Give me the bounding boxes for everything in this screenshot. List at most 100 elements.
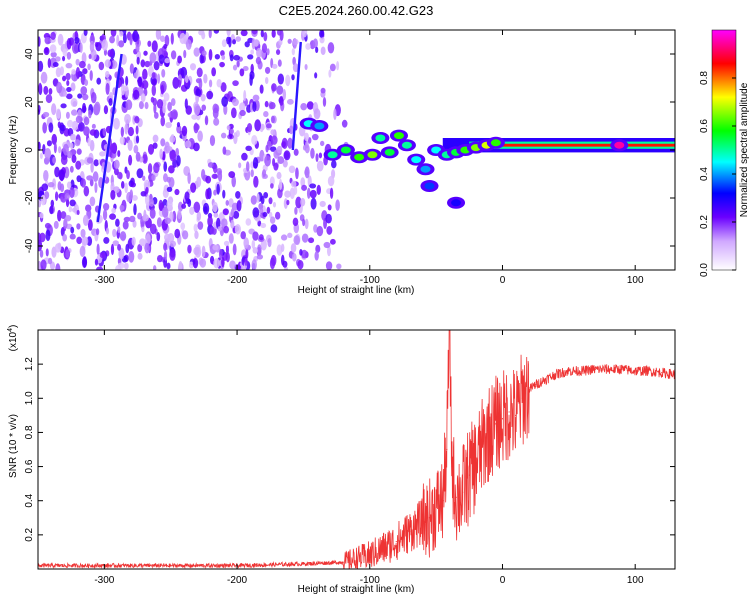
noise-speckle <box>89 129 97 136</box>
colorbar-tick-label: 0.4 <box>699 167 710 181</box>
snr-series-line <box>38 330 675 569</box>
snr-data-point <box>435 506 437 509</box>
noise-speckle <box>254 119 261 132</box>
noise-speckle <box>122 220 129 230</box>
noise-speckle <box>87 219 93 231</box>
noise-speckle <box>135 151 141 162</box>
spectral-blob <box>490 139 501 147</box>
snr-data-point <box>554 373 557 375</box>
noise-speckle <box>159 35 166 43</box>
spectrogram-plot-area <box>38 30 675 270</box>
carrier-line-core <box>502 143 675 147</box>
noise-speckle <box>226 125 231 131</box>
noise-speckle <box>244 257 248 266</box>
noise-speckle <box>113 159 120 170</box>
spectral-blob <box>393 132 404 140</box>
colorbar-tick-label: 0.2 <box>699 215 710 229</box>
noise-speckle <box>176 155 181 167</box>
noise-speckle <box>124 113 131 125</box>
noise-speckle <box>251 259 257 270</box>
snr-data-point <box>634 370 636 372</box>
snr-data-point <box>446 448 448 451</box>
y-tick-label: -40 <box>24 238 35 253</box>
colorbar-label: Normalized spectral amplitude <box>739 82 750 217</box>
noise-speckle <box>201 31 206 40</box>
snr-data-point <box>475 462 477 464</box>
spectral-blob <box>327 151 338 159</box>
noise-speckle <box>83 185 90 197</box>
noise-speckle <box>66 93 73 100</box>
noise-speckle <box>290 243 297 253</box>
noise-speckle <box>305 43 311 50</box>
noise-speckle <box>160 116 166 127</box>
noise-speckle <box>132 89 140 100</box>
noise-speckle <box>63 91 68 97</box>
noise-speckle <box>151 84 157 97</box>
noise-speckle <box>222 208 229 216</box>
noise-speckle <box>42 111 50 118</box>
noise-speckle <box>54 166 60 178</box>
noise-speckle <box>136 56 140 65</box>
noise-speckle <box>256 47 262 58</box>
noise-speckle <box>64 214 72 222</box>
noise-speckle <box>216 183 220 195</box>
noise-speckle <box>304 166 310 179</box>
noise-speckle <box>49 206 54 215</box>
noise-speckle <box>89 196 96 207</box>
noise-speckle <box>119 30 124 37</box>
noise-speckle <box>232 39 237 45</box>
noise-speckle <box>216 79 222 88</box>
noise-speckle <box>276 145 283 154</box>
noise-speckle <box>66 119 74 128</box>
noise-speckle <box>249 73 253 86</box>
spectral-blob <box>384 148 395 156</box>
noise-speckle <box>153 61 160 71</box>
snr-data-point <box>528 389 530 391</box>
y-tick-label: 1.0 <box>24 391 35 405</box>
snr-data-point <box>508 411 510 413</box>
noise-speckle <box>152 134 159 143</box>
noise-speckle <box>129 33 133 46</box>
noise-speckle <box>212 163 218 174</box>
noise-speckle <box>277 59 282 67</box>
noise-speckle <box>289 125 294 135</box>
noise-speckle <box>333 108 337 121</box>
noise-speckle <box>271 135 278 145</box>
noise-speckle <box>323 241 331 249</box>
noise-speckle <box>315 46 319 53</box>
noise-speckle <box>212 201 218 213</box>
noise-speckle <box>145 186 149 194</box>
noise-speckle <box>149 223 157 235</box>
noise-speckle <box>265 144 269 153</box>
noise-speckle <box>110 189 116 200</box>
noise-speckle <box>247 54 254 60</box>
noise-speckle <box>127 139 133 152</box>
noise-speckle <box>199 53 204 64</box>
snr-data-point <box>395 541 397 543</box>
noise-speckle <box>152 142 158 149</box>
noise-speckle <box>311 133 319 141</box>
noise-speckle <box>129 63 134 74</box>
noise-speckle <box>220 50 225 57</box>
noise-speckle <box>45 248 49 257</box>
noise-speckle <box>88 54 92 60</box>
noise-speckle <box>138 101 144 110</box>
y-tick-label: -20 <box>24 190 35 205</box>
noise-speckle <box>62 143 69 156</box>
noise-speckle <box>300 197 306 207</box>
noise-speckle <box>57 209 62 222</box>
noise-speckle <box>270 224 278 233</box>
noise-speckle <box>137 212 142 220</box>
noise-speckle <box>96 77 102 85</box>
noise-speckle <box>257 220 262 227</box>
snr-data-point <box>455 496 457 498</box>
noise-speckle <box>70 82 76 92</box>
noise-speckle <box>197 221 204 230</box>
noise-speckle <box>166 262 171 270</box>
noise-speckle <box>147 40 152 47</box>
noise-speckle <box>38 36 41 47</box>
noise-speckle <box>147 163 153 174</box>
spectral-blob <box>431 146 442 154</box>
noise-speckle <box>151 78 157 86</box>
